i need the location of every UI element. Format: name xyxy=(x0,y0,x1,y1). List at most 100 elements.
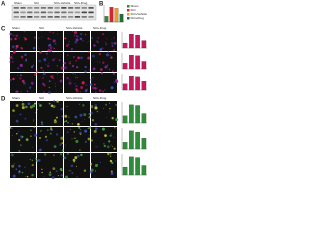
stain xyxy=(113,37,115,39)
bar xyxy=(135,34,140,49)
stain xyxy=(85,84,87,86)
stain xyxy=(97,37,99,39)
blot-band xyxy=(54,16,60,18)
micrograph xyxy=(64,153,90,178)
stain xyxy=(78,126,81,129)
stain xyxy=(109,159,113,163)
stain xyxy=(18,138,21,142)
stain xyxy=(10,56,13,59)
stain xyxy=(84,65,87,69)
stain xyxy=(23,37,25,39)
stain xyxy=(80,129,82,131)
stain xyxy=(63,156,66,159)
stain xyxy=(24,39,26,41)
stain xyxy=(47,91,51,95)
stain xyxy=(59,79,63,83)
stain xyxy=(20,90,22,93)
stain xyxy=(71,123,73,125)
stain xyxy=(44,71,46,73)
stain xyxy=(59,153,63,156)
stain xyxy=(40,31,42,33)
blot-band xyxy=(74,11,81,14)
stain xyxy=(106,38,108,40)
blot-band xyxy=(20,11,26,14)
stain xyxy=(74,40,78,44)
stain xyxy=(19,63,23,67)
stain xyxy=(60,107,63,111)
stain xyxy=(94,170,97,172)
legend-label: SCI+Drug xyxy=(131,16,145,20)
stain xyxy=(75,59,78,62)
stain xyxy=(34,133,38,137)
stain xyxy=(52,154,55,157)
stain xyxy=(53,100,56,103)
bar xyxy=(129,104,134,124)
stain xyxy=(48,86,51,89)
stain xyxy=(110,172,114,175)
stain xyxy=(70,48,74,51)
stain xyxy=(109,155,112,157)
blot-band xyxy=(61,11,67,14)
blot-band xyxy=(88,16,94,18)
stain xyxy=(50,75,54,79)
stain xyxy=(16,133,18,135)
stain xyxy=(66,105,68,108)
stain xyxy=(26,89,28,92)
stain xyxy=(18,164,21,168)
stain xyxy=(77,76,79,78)
stain xyxy=(55,116,58,119)
stain xyxy=(12,50,16,54)
stain xyxy=(101,127,105,131)
stain xyxy=(48,80,51,83)
stain xyxy=(42,82,45,86)
stain xyxy=(75,85,78,88)
stain xyxy=(87,51,90,53)
stain xyxy=(72,31,74,33)
stain xyxy=(102,61,105,64)
stain xyxy=(110,144,112,146)
stain xyxy=(98,52,102,56)
stain xyxy=(115,51,117,53)
column-label: SCI xyxy=(39,96,44,100)
stain xyxy=(84,140,87,143)
stain xyxy=(24,166,26,168)
bar xyxy=(119,13,124,23)
stain xyxy=(80,56,83,60)
bar xyxy=(135,105,140,124)
bar xyxy=(141,81,147,91)
stain xyxy=(92,54,95,58)
stain xyxy=(73,34,76,37)
blot-band xyxy=(33,16,40,18)
stain xyxy=(40,121,43,124)
stain xyxy=(35,70,39,73)
blot-band xyxy=(33,7,40,9)
stain xyxy=(43,84,46,87)
stain xyxy=(112,72,116,76)
stain xyxy=(15,104,19,107)
blot-band xyxy=(13,11,19,14)
stain xyxy=(19,113,22,116)
stain xyxy=(71,65,75,68)
stain xyxy=(72,56,75,58)
stain xyxy=(105,103,108,106)
stain xyxy=(32,153,34,155)
stain xyxy=(50,38,52,40)
stain xyxy=(39,104,42,107)
stain xyxy=(92,67,96,71)
stain xyxy=(49,132,52,135)
stain xyxy=(109,102,111,104)
stain xyxy=(25,175,27,178)
micrograph xyxy=(37,31,63,51)
bar xyxy=(114,8,119,23)
column-label: SCI+Vehicle xyxy=(66,96,83,100)
stain xyxy=(96,87,98,89)
stain xyxy=(104,134,107,137)
stain xyxy=(81,120,83,122)
stain xyxy=(82,104,85,107)
stain xyxy=(70,170,72,172)
stain xyxy=(29,105,33,109)
stain xyxy=(73,130,76,133)
stain xyxy=(16,49,18,51)
stain xyxy=(59,103,61,105)
stain xyxy=(110,86,114,90)
